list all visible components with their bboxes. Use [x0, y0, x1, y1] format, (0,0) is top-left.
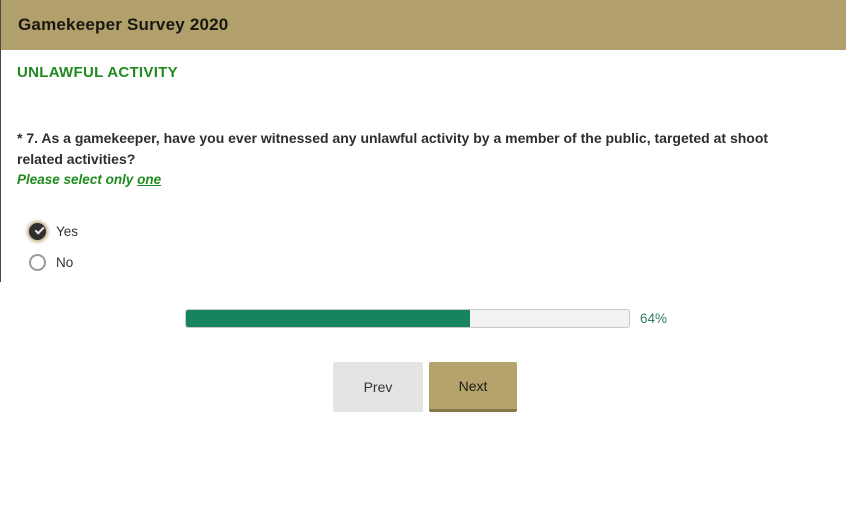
progress-fill — [186, 310, 470, 327]
next-button[interactable]: Next — [429, 362, 517, 412]
instruction-prefix: Please select only — [17, 172, 138, 187]
radio-option-yes[interactable]: Yes — [29, 223, 78, 240]
prev-button[interactable]: Prev — [333, 362, 423, 412]
radio-option-label[interactable]: Yes — [56, 224, 79, 239]
survey-title: Gamekeeper Survey 2020 — [18, 15, 229, 34]
radio-option-no[interactable]: No — [29, 254, 73, 271]
section-title: UNLAWFUL ACTIVITY — [17, 64, 178, 81]
progress-bar — [185, 309, 630, 328]
survey-header: Gamekeeper Survey 2020 — [0, 0, 846, 50]
window-edge-line — [0, 0, 1, 282]
checkmark-icon — [34, 224, 45, 235]
instruction-emphasis: one — [137, 172, 162, 187]
progress-percent-label: 64% — [640, 311, 668, 326]
radio-button-icon[interactable] — [29, 254, 46, 271]
question-instruction: Please select only one — [17, 172, 161, 187]
radio-button-icon[interactable] — [29, 223, 46, 240]
radio-option-label[interactable]: No — [56, 255, 74, 270]
question-text: * 7. As a gamekeeper, have you ever witn… — [17, 130, 769, 167]
